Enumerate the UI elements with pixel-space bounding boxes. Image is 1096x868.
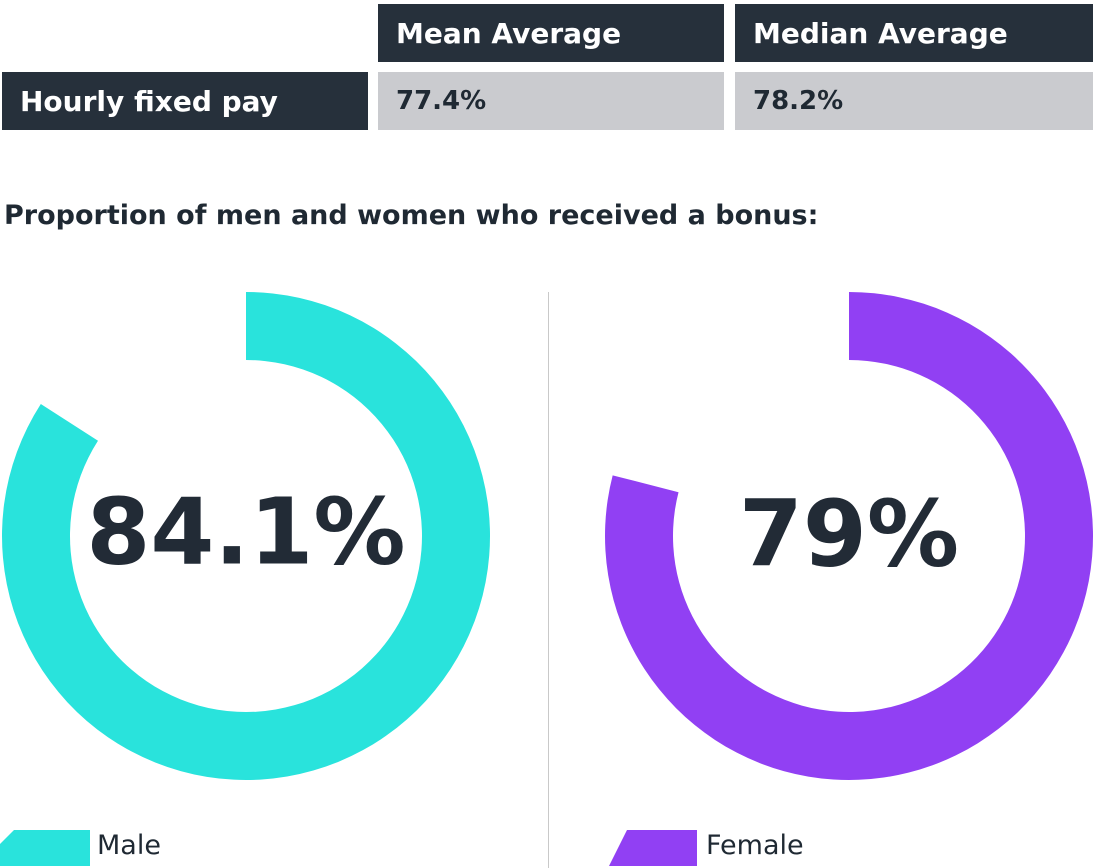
header-mean-average: Mean Average — [378, 4, 724, 62]
male-donut-chart: 84.1% — [2, 292, 491, 780]
male-legend-label: Male — [97, 830, 161, 861]
female-donut-chart: 79% — [605, 292, 1094, 780]
value-mean-average: 77.4% — [378, 72, 724, 130]
male-legend-swatch-shape — [0, 830, 90, 866]
female-percentage-label: 79% — [739, 481, 959, 588]
female-legend-swatch-shape — [609, 830, 697, 866]
male-legend-swatch — [0, 830, 90, 866]
header-median-average: Median Average — [735, 4, 1093, 62]
female-legend-label: Female — [706, 830, 804, 861]
row-label-hourly-fixed-pay: Hourly fixed pay — [2, 72, 368, 130]
value-median-average: 78.2% — [735, 72, 1093, 130]
divider — [548, 292, 549, 868]
female-legend-swatch — [609, 830, 697, 866]
male-percentage-label: 84.1% — [86, 479, 405, 586]
section-title: Proportion of men and women who received… — [4, 200, 819, 231]
